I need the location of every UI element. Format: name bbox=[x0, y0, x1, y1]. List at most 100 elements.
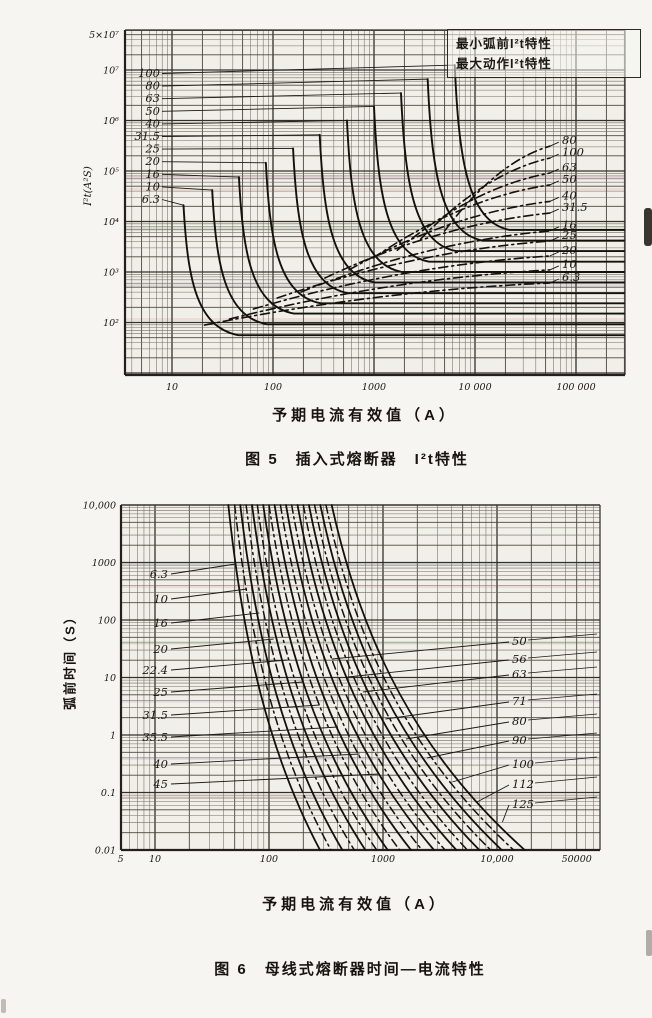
figure5-curve-max-operating bbox=[426, 78, 625, 242]
figure5-curve-max-operating bbox=[182, 204, 625, 337]
figure5-x-tick-label: 10 bbox=[166, 382, 178, 393]
figure5-leader-line bbox=[549, 265, 559, 271]
figure6-curve-time-current bbox=[262, 504, 389, 851]
figure5-left-rating-label: 40 bbox=[144, 116, 160, 130]
figure6-leader-line bbox=[170, 753, 360, 765]
figure6-left-rating-label: 25 bbox=[152, 685, 168, 699]
figure6-left-rating-label: 40 bbox=[152, 757, 168, 771]
scan-smudge bbox=[1, 999, 6, 1013]
figure6-leader-line bbox=[362, 674, 510, 693]
figure6-leader-line bbox=[347, 659, 510, 678]
figure6-leader-line bbox=[527, 713, 598, 721]
figure6-leader-line bbox=[170, 563, 236, 575]
scan-streak bbox=[125, 318, 625, 321]
figure6-y-tick-label: 0.1 bbox=[101, 788, 116, 799]
scan-streak bbox=[121, 795, 600, 798]
figure5-left-rating-label: 10 bbox=[145, 179, 160, 193]
figure5-right-rating-label: 10 bbox=[562, 257, 577, 271]
figure5-x-tick-label: 100 000 bbox=[556, 382, 595, 393]
figure5-plot-area bbox=[125, 30, 625, 375]
figure5-right-rating-label: 50 bbox=[562, 172, 577, 186]
figure5-left-rating-label: 20 bbox=[144, 154, 160, 168]
figure6-y-tick-label: 1 bbox=[110, 731, 116, 742]
figure5-leader-line bbox=[161, 120, 347, 125]
figure6-leader-line bbox=[527, 651, 598, 659]
figure5-x-tick-label: 1000 bbox=[362, 382, 386, 393]
figure6-leader-line bbox=[170, 773, 380, 785]
figure5-right-rating-label: 63 bbox=[562, 160, 577, 174]
figure5-leader-line bbox=[549, 208, 559, 214]
figure5-right-rating-label: 40 bbox=[561, 188, 577, 202]
figure6-y-tick-label: 100 bbox=[98, 616, 116, 627]
figure5-leader-line bbox=[549, 251, 559, 257]
figure5-leader-line bbox=[549, 153, 559, 159]
figure6-leader-line bbox=[527, 633, 598, 641]
figure5-leader-line bbox=[161, 173, 239, 178]
figure6-x-tick-label: 100 bbox=[260, 854, 278, 865]
figure6-left-rating-label: 6.3 bbox=[150, 567, 168, 581]
figure6-left-rating-label: 45 bbox=[152, 777, 168, 791]
figure6-leader-line bbox=[527, 666, 598, 674]
figure6-x-tick-label: 50000 bbox=[562, 854, 592, 865]
figure6-leader-line bbox=[170, 726, 338, 738]
figure5-curve-min-prearc bbox=[443, 145, 551, 232]
figure6-right-rating-label: 90 bbox=[512, 733, 527, 747]
figure6-right-rating-label: 100 bbox=[512, 757, 534, 771]
figure5-leader-line bbox=[549, 168, 559, 174]
figure5-curve-min-prearc bbox=[324, 212, 551, 279]
figure6-leader-line bbox=[534, 796, 598, 804]
figure6-left-rating-label: 16 bbox=[153, 616, 168, 630]
figure5-curve-max-operating bbox=[237, 176, 625, 315]
figure6-curve-time-current bbox=[325, 504, 515, 851]
figure6-left-rating-label: 35.5 bbox=[142, 730, 168, 744]
figure5-leader-line bbox=[161, 161, 266, 164]
figure5-right-rating-label: 100 bbox=[562, 145, 584, 159]
figure6-curve-time-current bbox=[296, 504, 458, 851]
figure6-curve-time-current bbox=[273, 504, 412, 851]
figure6-curve-time-current bbox=[313, 504, 492, 851]
figure5-curve-max-operating bbox=[400, 92, 625, 252]
figure6-leader-line bbox=[426, 740, 510, 759]
figure6-x-tick-label: 1000 bbox=[371, 854, 395, 865]
figure6-curve-time-current bbox=[239, 504, 344, 851]
figure5-curve-max-operating bbox=[264, 161, 625, 305]
figure6-leader-line bbox=[170, 659, 288, 671]
figure6-x-tick-label: 10 bbox=[149, 854, 161, 865]
figure6-left-rating-label: 22.4 bbox=[141, 663, 168, 677]
figure6-leader-line bbox=[527, 693, 598, 701]
figure6-curve-time-current bbox=[245, 504, 356, 851]
figure5-left-rating-label: 25 bbox=[144, 142, 160, 156]
figure5-y-tick-label: 10⁵ bbox=[103, 167, 119, 178]
legend-min-prearc: 最小弧前I²t特性 bbox=[456, 37, 552, 51]
figure6-curve-time-current bbox=[279, 504, 423, 851]
figure5-y-tick-label: 10⁷ bbox=[103, 66, 119, 77]
figure5-x-axis-label: 予期电流有效值（A） bbox=[272, 407, 458, 424]
figure5-right-rating-label: 31.5 bbox=[562, 200, 588, 214]
figure5-y-tick-label: 10⁴ bbox=[103, 217, 119, 228]
scan-streak bbox=[121, 700, 600, 703]
figure6-leader-line bbox=[331, 641, 510, 660]
figure6-y-tick-label: 10 bbox=[104, 673, 116, 684]
figure6-caption: 图 6 母线式熔断器时间—电流特性 bbox=[214, 961, 486, 978]
figure5-curve-min-prearc bbox=[228, 269, 551, 320]
figure5-leader-line bbox=[161, 78, 428, 87]
figure5-leader-line bbox=[161, 105, 375, 112]
figure5-curve-max-operating bbox=[373, 105, 625, 263]
figure5-leader-line bbox=[161, 147, 294, 150]
figure5-curve-min-prearc bbox=[252, 255, 551, 310]
figure6-curve-time-current bbox=[308, 504, 481, 851]
figure5-curve-max-operating bbox=[346, 119, 625, 273]
figure5-y-axis-label: I²t(A²S) bbox=[82, 166, 94, 206]
figure6-y-axis-label: 弧前时间（S） bbox=[62, 609, 78, 710]
scan-smudge bbox=[646, 930, 652, 956]
figure6-leader-line bbox=[170, 681, 303, 693]
figure6-leader-line bbox=[534, 776, 598, 784]
figure5-y-tick-label: 10² bbox=[103, 318, 119, 329]
figure5-left-rating-label: 6.3 bbox=[142, 192, 160, 206]
figure5-curve-min-prearc bbox=[396, 172, 551, 252]
figure6-y-tick-label: 0.01 bbox=[95, 846, 116, 857]
figure6-leader-line bbox=[405, 721, 510, 740]
figure6-curve-time-current bbox=[330, 504, 526, 851]
figure6-right-rating-label: 80 bbox=[512, 714, 527, 728]
